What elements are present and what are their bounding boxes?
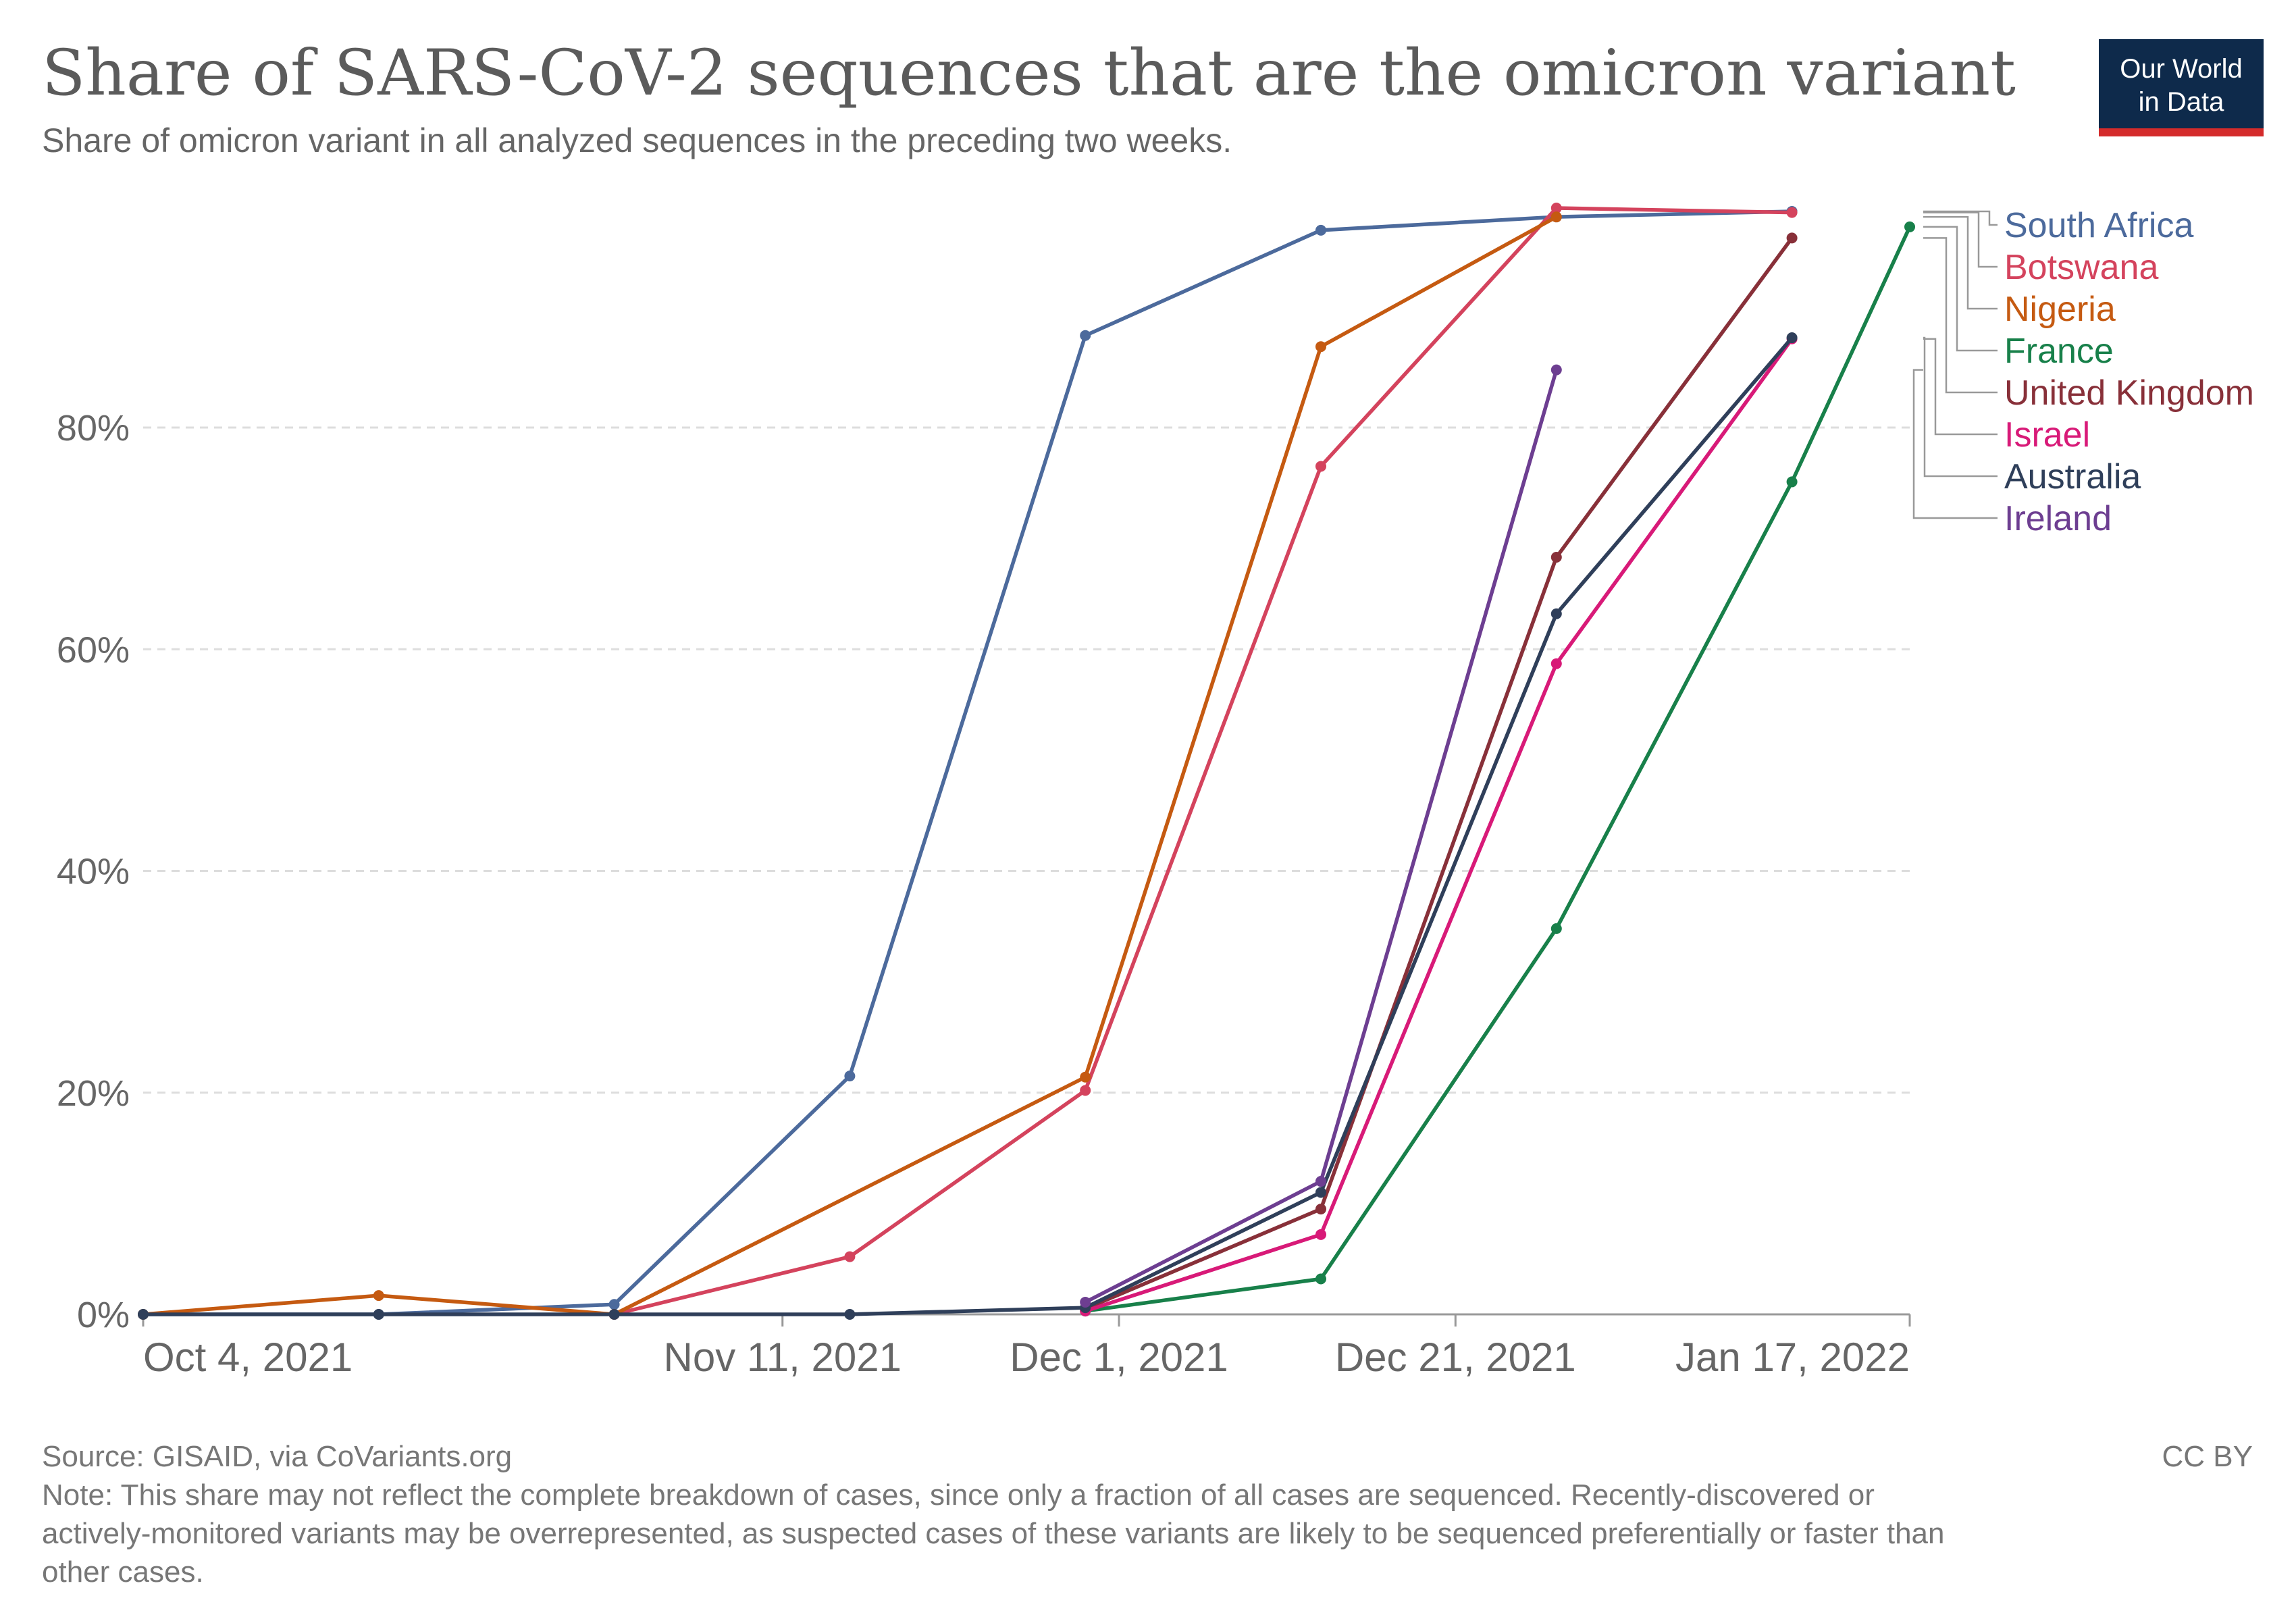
data-point-south-africa[interactable] (1080, 330, 1091, 341)
data-point-australia[interactable] (1315, 1187, 1326, 1198)
data-point-australia[interactable] (138, 1309, 149, 1320)
data-point-south-africa[interactable] (844, 1071, 856, 1082)
data-point-united-kingdom[interactable] (1550, 552, 1562, 563)
y-tick-label: 20% (57, 1073, 130, 1114)
data-point-ireland[interactable] (1550, 364, 1562, 376)
series-line-united-kingdom[interactable] (1083, 236, 1794, 1311)
data-point-south-africa[interactable] (1315, 224, 1326, 236)
logo-accent-bar (2099, 128, 2264, 136)
x-tick-label: Dec 1, 2021 (1010, 1335, 1228, 1380)
x-tick-label: Oct 4, 2021 (143, 1335, 353, 1380)
legend-label-united-kingdom[interactable]: United Kingdom (2004, 374, 2254, 413)
data-point-israel[interactable] (1315, 1229, 1326, 1240)
data-point-france[interactable] (1550, 923, 1562, 934)
x-tick-label: Jan 17, 2022 (1675, 1335, 1910, 1380)
logo-line-1: Our World (2120, 54, 2243, 84)
y-axis: 0% 20% 40% 60% 80% (57, 408, 130, 1335)
legend-label-france[interactable]: France (2004, 332, 2114, 371)
series-south-africa[interactable] (138, 205, 1798, 1320)
data-point-australia[interactable] (608, 1309, 620, 1320)
data-point-botswana[interactable] (1786, 207, 1798, 218)
data-point-botswana[interactable] (1315, 461, 1326, 472)
note-line-3: other cases. (42, 1555, 204, 1589)
data-point-nigeria[interactable] (373, 1290, 384, 1302)
data-point-france[interactable] (1904, 221, 1915, 232)
legend-connector-australia (1923, 336, 1998, 478)
chart-subtitle: Share of omicron variant in all analyzed… (42, 122, 1232, 159)
data-point-united-kingdom[interactable] (1315, 1204, 1326, 1215)
data-point-ireland[interactable] (1315, 1176, 1326, 1187)
data-point-israel[interactable] (1550, 658, 1562, 669)
series-line-australia[interactable] (141, 336, 1794, 1316)
x-tick-label: Nov 11, 2021 (664, 1335, 902, 1380)
data-point-botswana[interactable] (1550, 203, 1562, 214)
license-label[interactable]: CC BY (2162, 1440, 2253, 1473)
data-point-nigeria[interactable] (1550, 211, 1562, 223)
data-point-nigeria[interactable] (1080, 1071, 1091, 1083)
legend-label-ireland[interactable]: Ireland (2004, 499, 2112, 538)
data-point-south-africa[interactable] (608, 1299, 620, 1310)
legend: South AfricaBotswanaNigeriaFranceUnited … (1912, 206, 2254, 538)
note-line-1: Note: This share may not reflect the com… (42, 1478, 1875, 1512)
legend-label-botswana[interactable]: Botswana (2004, 248, 2158, 287)
series-botswana[interactable] (608, 203, 1798, 1320)
legend-connector-united-kingdom (1923, 237, 1998, 394)
gridlines (143, 426, 1910, 1094)
data-point-france[interactable] (1315, 1273, 1326, 1285)
series-line-nigeria[interactable] (141, 215, 1559, 1316)
series-nigeria[interactable] (138, 211, 1562, 1320)
legend-label-australia[interactable]: Australia (2004, 457, 2141, 496)
data-point-australia[interactable] (844, 1309, 856, 1320)
data-point-australia[interactable] (1786, 332, 1798, 344)
series-ireland[interactable] (1080, 364, 1562, 1308)
legend-connector-south-africa (1923, 210, 1998, 226)
data-point-nigeria[interactable] (1315, 341, 1326, 353)
series-line-south-africa[interactable] (141, 209, 1794, 1316)
series-israel[interactable] (1080, 333, 1798, 1317)
y-tick-label: 40% (57, 852, 130, 892)
y-tick-label: 80% (57, 408, 130, 448)
legend-label-south-africa[interactable]: South Africa (2004, 206, 2193, 245)
data-point-france[interactable] (1786, 476, 1798, 488)
legend-label-nigeria[interactable]: Nigeria (2004, 290, 2116, 329)
y-tick-label: 0% (77, 1295, 130, 1335)
logo-line-2: in Data (2139, 87, 2224, 117)
data-point-botswana[interactable] (1080, 1085, 1091, 1096)
series-line-botswana[interactable] (612, 206, 1794, 1316)
x-tick-label: Dec 21, 2021 (1335, 1335, 1576, 1380)
legend-connector-israel (1923, 338, 1998, 436)
logo-background (2099, 39, 2264, 128)
series-line-france[interactable] (1083, 225, 1912, 1313)
note-line-2: actively-monitored variants may be overr… (42, 1517, 1944, 1550)
data-point-australia[interactable] (373, 1309, 384, 1320)
series-australia[interactable] (138, 332, 1798, 1320)
series-line-israel[interactable] (1083, 336, 1794, 1313)
data-point-united-kingdom[interactable] (1786, 232, 1798, 244)
legend-connector-france (1923, 226, 1998, 352)
chart-title: Share of SARS-CoV-2 sequences that are t… (42, 36, 2016, 110)
owid-logo[interactable]: Our World in Data (2099, 39, 2264, 136)
series-lines (138, 203, 1915, 1320)
legend-connector-nigeria (1923, 215, 1998, 310)
y-tick-label: 60% (57, 629, 130, 670)
legend-label-israel[interactable]: Israel (2004, 415, 2090, 455)
data-point-botswana[interactable] (844, 1251, 856, 1262)
legend-connector-ireland (1912, 369, 1998, 519)
source-note: Source: GISAID, via CoVariants.org (42, 1440, 512, 1473)
legend-connector-botswana (1923, 211, 1998, 268)
data-point-ireland[interactable] (1080, 1296, 1091, 1308)
data-point-australia[interactable] (1550, 608, 1562, 619)
x-axis: Oct 4, 2021 Nov 11, 2021 Dec 1, 2021 Dec 21… (142, 1313, 1911, 1380)
